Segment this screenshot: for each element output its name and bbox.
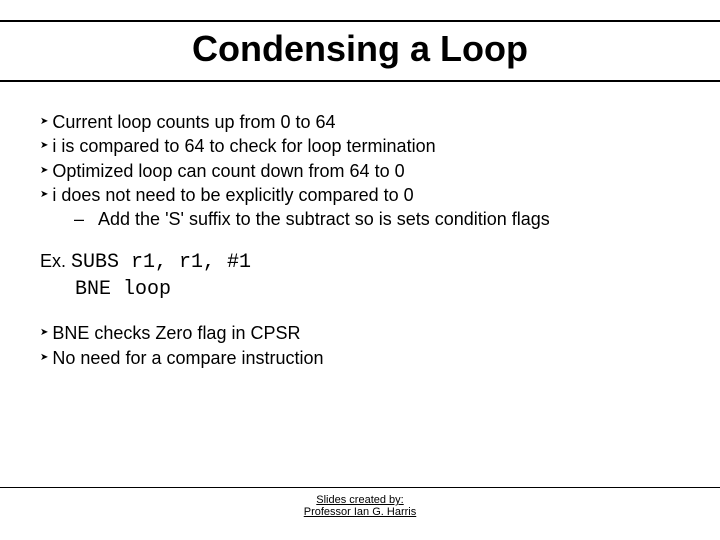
title-band: Condensing a Loop (0, 20, 720, 82)
example-prefix: Ex. (40, 251, 66, 271)
sub-bullet-item: – Add the 'S' suffix to the subtract so … (74, 207, 690, 231)
footer-credit-line: Slides created by: (0, 494, 720, 506)
slide-title: Condensing a Loop (192, 28, 528, 69)
slide: Condensing a Loop ➤ Current loop counts … (0, 0, 720, 540)
bullet-text: BNE checks Zero flag in CPSR (52, 321, 300, 345)
chevron-right-icon: ➤ (40, 159, 48, 183)
dash-icon: – (74, 207, 84, 231)
slide-footer: Slides created by: Professor Ian G. Harr… (0, 487, 720, 518)
bullet-item: ➤ i does not need to be explicitly compa… (40, 183, 690, 207)
example-block: Ex. SUBS r1, r1, #1 BNE loop (40, 249, 690, 303)
chevron-right-icon: ➤ (40, 134, 48, 158)
footer-rule (0, 487, 720, 488)
bullet-item: ➤ Current loop counts up from 0 to 64 (40, 110, 690, 134)
bullet-item: ➤ Optimized loop can count down from 64 … (40, 159, 690, 183)
bullet-item: ➤ i is compared to 64 to check for loop … (40, 134, 690, 158)
bullet-item: ➤ BNE checks Zero flag in CPSR (40, 321, 690, 345)
code-line: BNE loop (75, 276, 690, 303)
chevron-right-icon: ➤ (40, 110, 48, 134)
bullet-text: Optimized loop can count down from 64 to… (52, 159, 404, 183)
bullet-text: No need for a compare instruction (52, 346, 323, 370)
slide-body: ➤ Current loop counts up from 0 to 64 ➤ … (40, 110, 690, 370)
chevron-right-icon: ➤ (40, 346, 48, 370)
chevron-right-icon: ➤ (40, 183, 48, 207)
code-line: SUBS r1, r1, #1 (71, 251, 251, 274)
bullet-item: ➤ No need for a compare instruction (40, 346, 690, 370)
bullet-text: i is compared to 64 to check for loop te… (52, 134, 435, 158)
sub-bullet-text: Add the 'S' suffix to the subtract so is… (98, 207, 550, 231)
footer-author-line: Professor Ian G. Harris (0, 506, 720, 518)
chevron-right-icon: ➤ (40, 321, 48, 345)
bullet-text: Current loop counts up from 0 to 64 (52, 110, 335, 134)
example-line-1: Ex. SUBS r1, r1, #1 (40, 249, 690, 276)
bullet-text: i does not need to be explicitly compare… (52, 183, 413, 207)
